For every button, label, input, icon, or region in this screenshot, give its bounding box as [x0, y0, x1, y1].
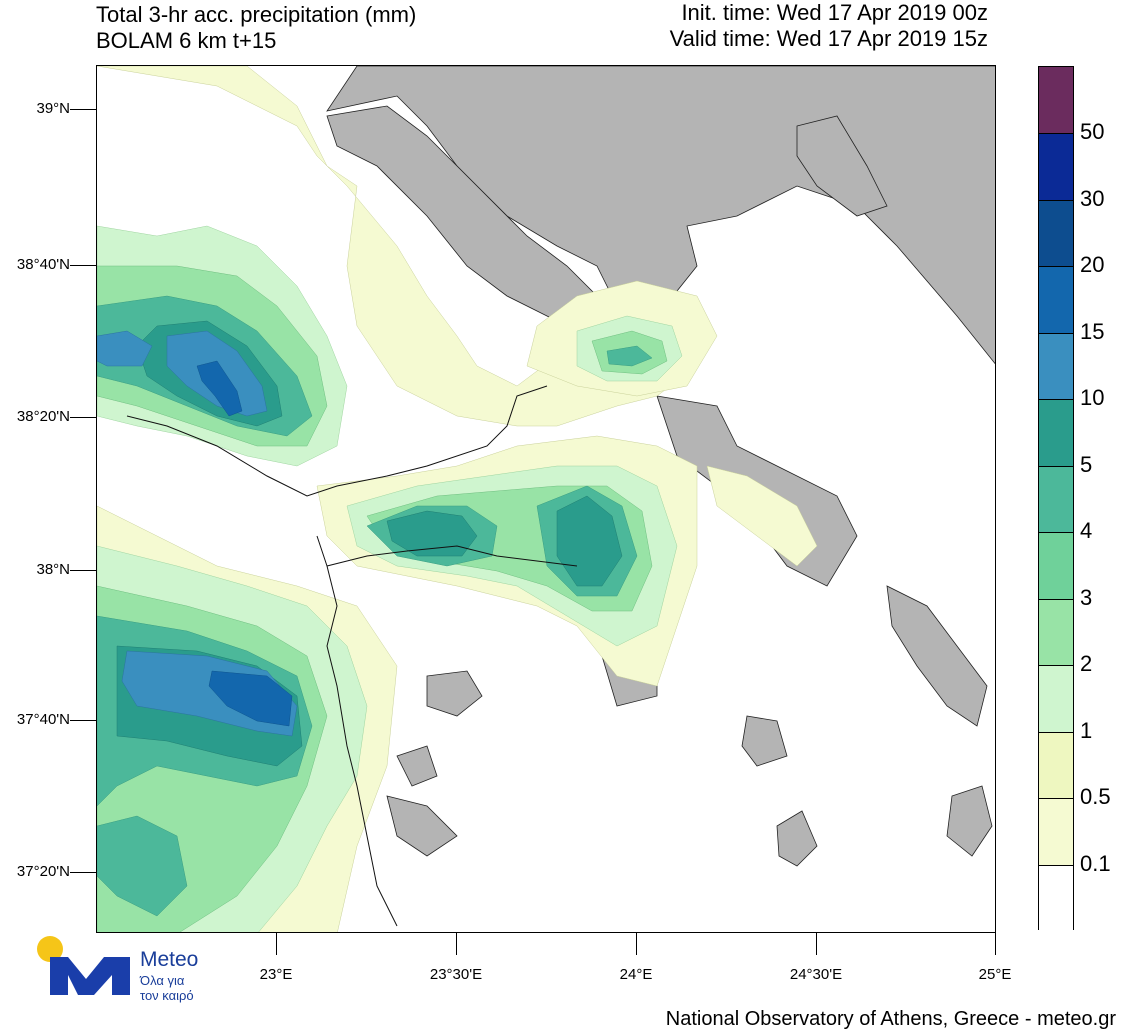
border-layer: [126, 385, 578, 927]
colorbar-label: 15: [1080, 318, 1105, 344]
precipitation-layer: [97, 66, 818, 932]
colorbar-label: 0.5: [1080, 784, 1111, 810]
lat-tick: [70, 109, 96, 110]
colorbar-label: 5: [1080, 451, 1093, 477]
meteo-logo: [37, 936, 130, 995]
time-info: Init. time: Wed 17 Apr 2019 00z Valid ti…: [670, 0, 988, 52]
colorbar-segment: [1039, 864, 1073, 931]
lat-tick: [70, 265, 96, 266]
lon-tick: [816, 933, 817, 955]
lon-label-24e: 24°E: [619, 966, 653, 983]
lat-label-38n: 38°N: [36, 561, 70, 578]
colorbar-label: 1: [1080, 717, 1093, 743]
land-syros: [776, 810, 818, 867]
title-line-2: BOLAM 6 km t+15: [96, 28, 277, 53]
credit-text: National Observatory of Athens, Greece -…: [665, 1008, 1116, 1030]
m-logo-icon: [50, 957, 130, 995]
colorbar-label: 0.1: [1080, 850, 1111, 876]
lon-label-23e: 23°E: [259, 966, 293, 983]
lat-label-39n: 39°N: [36, 100, 70, 117]
land-mykonos: [946, 785, 993, 857]
precip-10-attica-east: [556, 495, 623, 587]
precip-4-south-low: [97, 815, 188, 917]
precip-0.1-east: [706, 465, 818, 567]
logo-tagline-line-2: τον καιρό: [140, 988, 194, 1003]
lat-label-38-20n: 38°20'N: [16, 408, 70, 425]
admin-border-2: [316, 535, 398, 927]
lat-tick: [70, 417, 96, 418]
colorbar-segment: [1039, 731, 1073, 799]
precipitation-colorbar: [1038, 66, 1074, 931]
colorbar-label: 3: [1080, 584, 1093, 610]
lon-tick: [456, 933, 457, 955]
precipitation-map: [96, 65, 996, 933]
map-title: Total 3-hr acc. precipitation (mm) BOLAM…: [96, 2, 416, 54]
colorbar-segment: [1039, 532, 1073, 599]
land-kythnos: [426, 670, 483, 717]
logo-name: Meteo: [140, 948, 199, 971]
colorbar-segment: [1039, 332, 1073, 400]
land-skyros: [796, 115, 888, 217]
colorbar-label: 30: [1080, 185, 1105, 211]
precip-10-attica-west: [386, 510, 478, 557]
lon-tick: [276, 933, 277, 955]
logo-tagline-line-1: Όλα για: [140, 973, 185, 988]
colorbar-label: 4: [1080, 518, 1093, 544]
colorbar-segment: [1039, 798, 1073, 865]
lon-label-23-30e: 23°30'E: [429, 966, 483, 983]
init-time: Init. time: Wed 17 Apr 2019 00z: [681, 0, 988, 25]
map-canvas: [97, 66, 995, 932]
logo-tagline: Όλα για τον καιρό: [140, 973, 194, 1003]
lat-tick: [70, 872, 96, 873]
lat-label-38-40n: 38°40'N: [16, 256, 70, 273]
precip-4-northeast: [606, 345, 653, 367]
precip-15-west-b: [97, 330, 153, 367]
land-layer: [326, 66, 995, 867]
precip-20-west: [196, 360, 243, 417]
colorbar-label: 50: [1080, 119, 1105, 145]
colorbar-segment: [1039, 67, 1073, 134]
title-line-1: Total 3-hr acc. precipitation (mm): [96, 2, 417, 27]
lat-label-37-40n: 37°40'N: [16, 711, 70, 728]
lat-label-37-20n: 37°20'N: [16, 863, 70, 880]
colorbar-segment: [1039, 266, 1073, 333]
lat-tick: [70, 570, 96, 571]
land-serifos: [396, 745, 438, 787]
land-tinos: [741, 715, 788, 767]
land-aegina: [386, 795, 458, 857]
colorbar-label: 10: [1080, 385, 1105, 411]
lon-tick: [636, 933, 637, 955]
sun-icon: [37, 936, 63, 962]
land-andros: [886, 585, 988, 727]
colorbar-segment: [1039, 399, 1073, 466]
valid-time: Valid time: Wed 17 Apr 2019 15z: [669, 26, 988, 51]
colorbar-segment: [1039, 465, 1073, 533]
lon-tick: [995, 933, 996, 955]
admin-border-3: [326, 545, 578, 567]
lat-tick: [70, 720, 96, 721]
colorbar-segment: [1039, 598, 1073, 666]
precip-20-south: [208, 670, 293, 727]
colorbar-label: 20: [1080, 252, 1105, 278]
colorbar-label: 2: [1080, 651, 1093, 677]
lon-label-24-30e: 24°30'E: [789, 966, 843, 983]
colorbar-segment: [1039, 199, 1073, 267]
admin-border-1: [126, 385, 548, 497]
colorbar-segment: [1039, 133, 1073, 200]
colorbar-segment: [1039, 665, 1073, 732]
lon-label-25e: 25°E: [978, 966, 1012, 983]
